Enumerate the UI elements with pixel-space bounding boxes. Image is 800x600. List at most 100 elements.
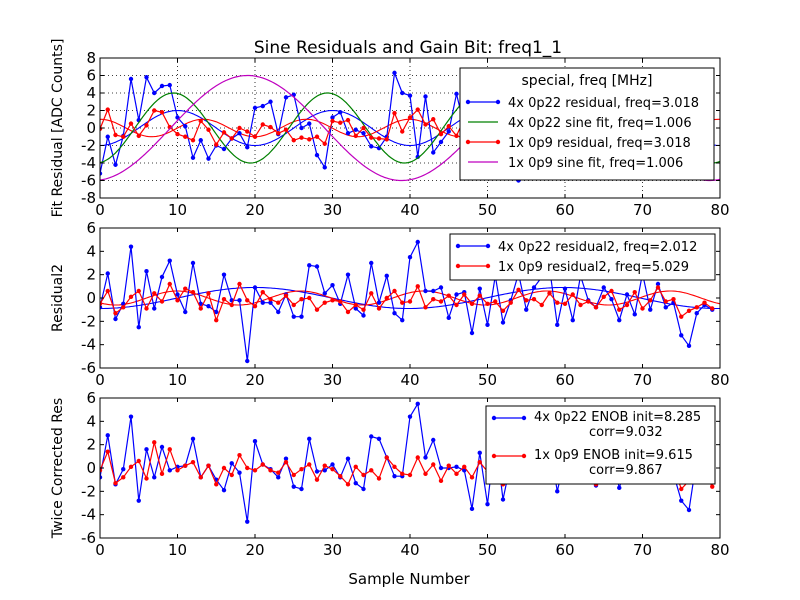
data-point <box>144 306 149 311</box>
x-tick-label: 30 <box>323 371 342 389</box>
legend-marker <box>465 99 471 105</box>
figure-title: Sine Residuals and Gain Bit: freq1_1 <box>254 38 562 58</box>
data-point <box>438 285 444 290</box>
data-point <box>345 456 351 461</box>
legend-marker <box>465 139 471 145</box>
data-point <box>291 302 296 308</box>
data-point <box>663 305 668 310</box>
data-point <box>299 466 304 472</box>
data-point <box>245 519 250 524</box>
data-point <box>555 489 560 494</box>
data-point <box>632 312 637 317</box>
data-point <box>245 465 250 471</box>
data-point <box>152 306 157 311</box>
data-point <box>531 285 537 290</box>
x-tick-label: 20 <box>245 541 264 559</box>
data-point <box>190 289 196 295</box>
data-point <box>454 464 459 470</box>
x-tick-label: 10 <box>168 541 187 559</box>
y-tick-label: 4 <box>86 84 96 102</box>
data-point <box>330 118 335 124</box>
x-tick-label: 0 <box>95 371 105 389</box>
data-point <box>314 469 320 474</box>
data-point <box>237 452 242 458</box>
data-point <box>469 506 475 512</box>
data-point <box>361 486 366 492</box>
data-point <box>570 292 575 297</box>
data-point <box>136 324 141 330</box>
data-point <box>679 314 684 319</box>
data-point <box>252 134 258 139</box>
data-point <box>152 291 157 296</box>
data-point <box>144 123 149 128</box>
x-tick-label: 10 <box>168 201 187 219</box>
x-tick-label: 20 <box>245 201 264 219</box>
data-point <box>136 498 141 503</box>
data-point <box>423 471 428 477</box>
data-point <box>694 305 699 310</box>
data-point <box>423 94 428 99</box>
data-point <box>167 468 172 473</box>
data-point <box>121 475 126 480</box>
data-point <box>283 293 289 298</box>
data-point <box>128 414 134 419</box>
data-point <box>353 480 358 486</box>
data-point <box>105 134 110 139</box>
data-point <box>679 333 684 338</box>
data-point <box>100 171 103 176</box>
data-point <box>221 296 227 302</box>
data-point <box>601 294 606 300</box>
y-tick-label: -4 <box>81 506 96 524</box>
x-tick-label: 40 <box>400 541 419 559</box>
data-point <box>369 434 374 439</box>
legend-marker <box>521 453 527 459</box>
y-tick-label: -2 <box>81 482 96 500</box>
legend-label-line2: corr=9.032 <box>589 425 663 440</box>
legend: special, freq [MHz] 4x 0p22 residual, fre… <box>459 67 715 181</box>
legend-label: 1x 0p9 residual, freq=3.018 <box>508 136 691 151</box>
data-point <box>152 90 157 96</box>
data-point <box>648 298 653 303</box>
legend-label: 4x 0p22 sine fit, freq=1.006 <box>508 116 692 131</box>
data-point <box>252 303 258 309</box>
data-point <box>152 475 157 480</box>
data-point <box>593 305 599 310</box>
data-point <box>190 459 196 465</box>
data-point <box>407 93 413 98</box>
y-tick-label: -6 <box>81 529 96 547</box>
data-point <box>500 320 506 325</box>
data-point <box>477 286 482 291</box>
data-point <box>469 301 475 307</box>
data-point <box>214 142 219 147</box>
data-point <box>376 306 382 311</box>
data-point <box>400 300 405 305</box>
data-point <box>392 310 397 316</box>
data-point <box>345 131 351 136</box>
data-point <box>547 291 552 296</box>
data-point <box>384 295 389 301</box>
ticks <box>99 397 721 539</box>
data-point <box>229 302 234 308</box>
data-point <box>105 288 110 294</box>
data-point <box>100 475 103 480</box>
data-point <box>175 131 180 137</box>
y-tick-label: -4 <box>81 336 96 354</box>
y-tick-label: 0 <box>86 459 96 477</box>
x-tick-label: 70 <box>633 371 652 389</box>
y-tick-label: -2 <box>81 137 96 155</box>
data-point <box>105 433 110 438</box>
data-point <box>469 330 475 336</box>
legend: 4x 0p22 residual2, freq=2.012 1x 0p9 resi… <box>449 233 716 281</box>
y-tick-label: -6 <box>81 359 96 377</box>
data-point <box>175 298 180 303</box>
data-point <box>113 480 118 486</box>
x-tick-label: 50 <box>478 371 497 389</box>
data-point <box>128 76 134 82</box>
data-point <box>601 285 606 290</box>
data-point <box>493 299 498 304</box>
data-point <box>221 130 227 135</box>
legend-label: 4x 0p22 ENOB init=8.285 <box>534 410 701 425</box>
data-point <box>617 307 622 312</box>
